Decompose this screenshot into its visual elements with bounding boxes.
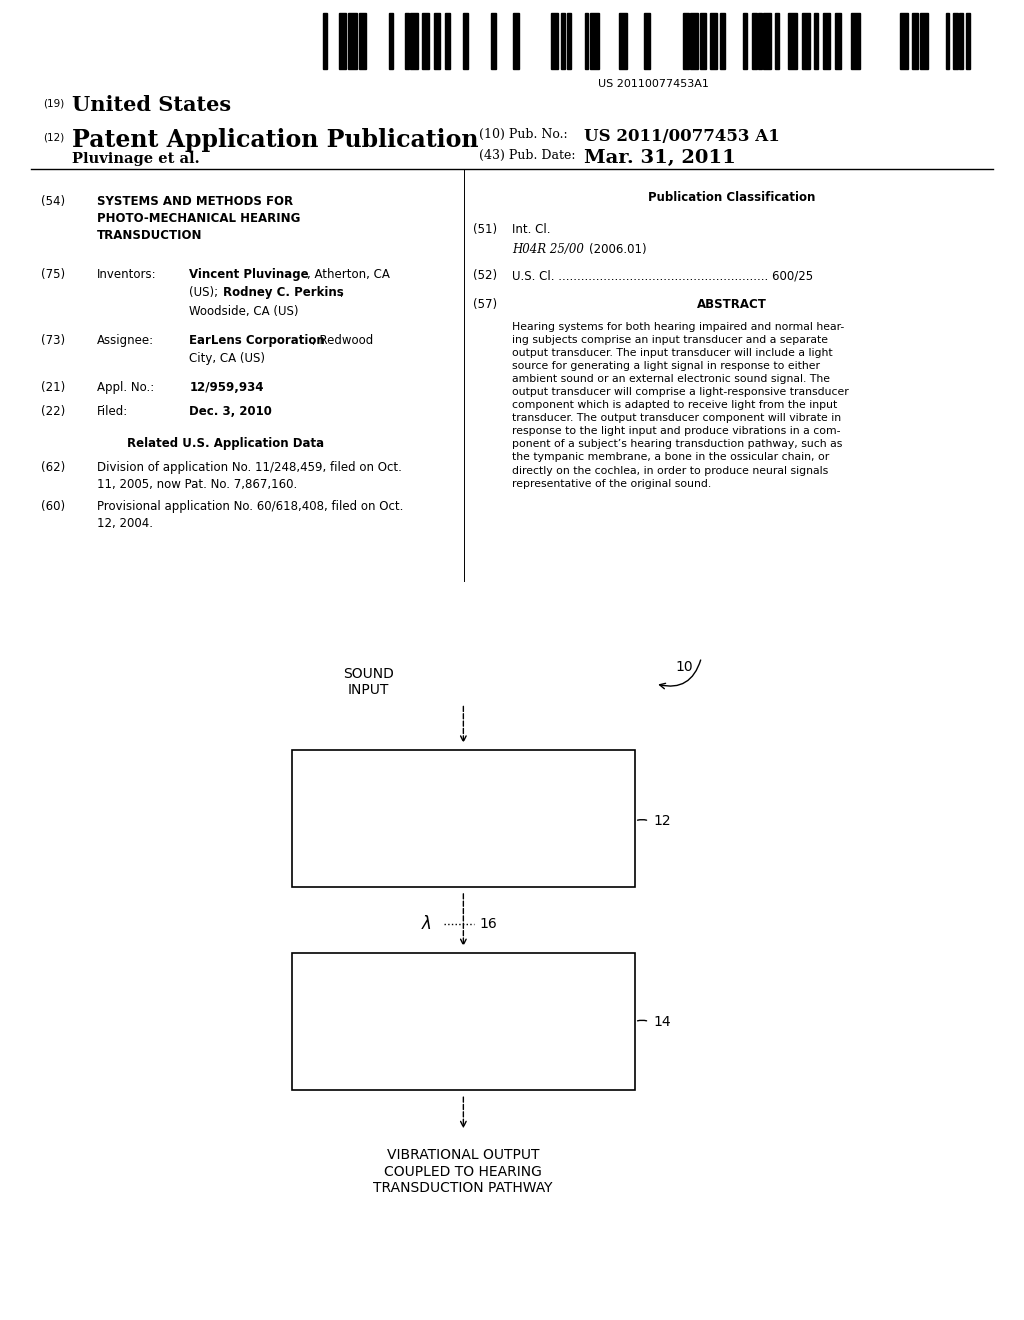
Text: City, CA (US): City, CA (US) <box>189 352 265 366</box>
Text: (62): (62) <box>41 461 66 474</box>
Text: US 20110077453A1: US 20110077453A1 <box>598 79 709 90</box>
Text: (54): (54) <box>41 195 66 209</box>
Bar <box>742 13 748 69</box>
Text: , Atherton, CA: , Atherton, CA <box>307 268 390 281</box>
Bar <box>920 13 928 69</box>
Bar <box>759 13 762 69</box>
Bar <box>410 13 418 69</box>
Text: (2006.01): (2006.01) <box>589 243 646 256</box>
Text: Division of application No. 11/248,459, filed on Oct.
11, 2005, now Pat. No. 7,8: Division of application No. 11/248,459, … <box>97 461 402 491</box>
Text: Patent Application Publication: Patent Application Publication <box>72 128 478 152</box>
Bar <box>814 13 818 69</box>
Bar <box>422 13 429 69</box>
Text: VIBRATIONAL OUTPUT
COUPLED TO HEARING
TRANSDUCTION PATHWAY: VIBRATIONAL OUTPUT COUPLED TO HEARING TR… <box>373 1148 553 1195</box>
Text: ,: , <box>339 286 343 300</box>
Bar <box>959 13 964 69</box>
Bar <box>775 13 779 69</box>
Text: Int. Cl.: Int. Cl. <box>512 223 551 236</box>
Text: Related U.S. Application Data: Related U.S. Application Data <box>127 437 324 450</box>
Text: 12: 12 <box>653 814 671 828</box>
Bar <box>551 13 558 69</box>
Bar <box>292 750 635 887</box>
Bar <box>946 13 949 69</box>
Bar <box>513 13 519 69</box>
Text: (60): (60) <box>41 500 66 513</box>
Bar <box>752 13 757 69</box>
Text: SOUND
INPUT: SOUND INPUT <box>343 667 394 697</box>
Text: United States: United States <box>72 95 230 115</box>
Text: Appl. No.:: Appl. No.: <box>97 381 155 395</box>
Bar <box>822 13 830 69</box>
Bar <box>952 13 957 69</box>
Bar <box>835 13 841 69</box>
Text: Vincent Pluvinage: Vincent Pluvinage <box>189 268 309 281</box>
Text: , Redwood: , Redwood <box>312 334 374 347</box>
Bar <box>966 13 971 69</box>
Bar <box>900 13 907 69</box>
Text: (75): (75) <box>41 268 66 281</box>
Text: SYSTEMS AND METHODS FOR
PHOTO-MECHANICAL HEARING
TRANSDUCTION: SYSTEMS AND METHODS FOR PHOTO-MECHANICAL… <box>97 195 301 243</box>
Bar <box>567 13 571 69</box>
Bar <box>404 13 409 69</box>
Bar <box>803 13 810 69</box>
Text: Hearing systems for both hearing impaired and normal hear-
ing subjects comprise: Hearing systems for both hearing impaire… <box>512 322 849 488</box>
Bar <box>348 13 356 69</box>
Text: Publication Classification: Publication Classification <box>648 191 816 205</box>
Bar <box>292 953 635 1090</box>
Bar <box>358 13 366 69</box>
Text: 12/959,934: 12/959,934 <box>189 381 264 395</box>
Bar <box>690 13 698 69</box>
Bar <box>561 13 565 69</box>
Bar <box>788 13 798 69</box>
Bar <box>339 13 346 69</box>
Bar <box>710 13 718 69</box>
Bar <box>492 13 496 69</box>
Text: (19): (19) <box>43 99 65 110</box>
Bar <box>683 13 689 69</box>
Text: Inventors:: Inventors: <box>97 268 157 281</box>
Text: Pluvinage et al.: Pluvinage et al. <box>72 152 200 166</box>
Text: Assignee:: Assignee: <box>97 334 155 347</box>
Text: EarLens Corporation: EarLens Corporation <box>189 334 326 347</box>
Text: 10: 10 <box>676 660 693 675</box>
Text: (21): (21) <box>41 381 66 395</box>
Text: Dec. 3, 2010: Dec. 3, 2010 <box>189 405 272 418</box>
Text: Rodney C. Perkins: Rodney C. Perkins <box>223 286 344 300</box>
Text: Woodside, CA (US): Woodside, CA (US) <box>189 305 299 318</box>
Bar <box>912 13 919 69</box>
Text: Filed:: Filed: <box>97 405 129 418</box>
Text: Mar. 31, 2011: Mar. 31, 2011 <box>584 149 735 168</box>
Text: (52): (52) <box>473 269 498 282</box>
Bar <box>644 13 650 69</box>
Bar <box>463 13 468 69</box>
Text: (12): (12) <box>43 132 65 143</box>
Bar <box>699 13 706 69</box>
Bar <box>389 13 393 69</box>
Bar <box>763 13 771 69</box>
Text: 14: 14 <box>653 1015 671 1028</box>
Text: U.S. Cl. ........................................................ 600/25: U.S. Cl. ...............................… <box>512 269 813 282</box>
Bar <box>323 13 327 69</box>
Text: (10) Pub. No.:: (10) Pub. No.: <box>479 128 568 141</box>
Bar <box>445 13 450 69</box>
Text: (73): (73) <box>41 334 66 347</box>
Text: $\lambda$: $\lambda$ <box>421 915 431 933</box>
Bar <box>434 13 440 69</box>
Text: ABSTRACT: ABSTRACT <box>697 298 767 312</box>
Text: US 2011/0077453 A1: US 2011/0077453 A1 <box>584 128 779 145</box>
Text: (US);: (US); <box>189 286 222 300</box>
Text: (22): (22) <box>41 405 66 418</box>
Bar <box>720 13 725 69</box>
Bar <box>585 13 588 69</box>
Text: (51): (51) <box>473 223 498 236</box>
Text: 16: 16 <box>479 917 497 931</box>
Text: Provisional application No. 60/618,408, filed on Oct.
12, 2004.: Provisional application No. 60/618,408, … <box>97 500 403 531</box>
Bar <box>618 13 627 69</box>
Text: H04R 25/00: H04R 25/00 <box>512 243 584 256</box>
Text: (43) Pub. Date:: (43) Pub. Date: <box>479 149 575 162</box>
Text: (57): (57) <box>473 298 498 312</box>
Bar <box>851 13 860 69</box>
Bar <box>590 13 599 69</box>
